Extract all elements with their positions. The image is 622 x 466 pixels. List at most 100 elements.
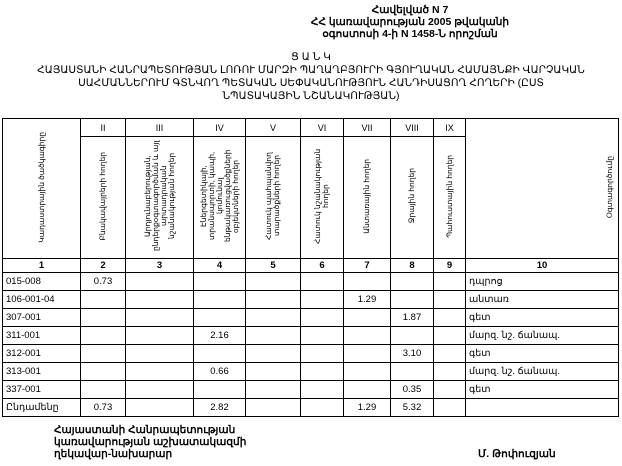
table-cell: 0.73 bbox=[80, 272, 126, 291]
column-header: Հատուկ պահպանվող տարածքների հողեր bbox=[264, 152, 281, 240]
table-cell bbox=[390, 326, 434, 345]
table-cell: Ջրային հողեր bbox=[390, 136, 434, 259]
table-cell: 307-001 bbox=[2, 308, 81, 327]
table-cell bbox=[300, 308, 344, 327]
table-cell: 313-001 bbox=[2, 362, 81, 381]
table-cell: Պահուստային հողեր bbox=[433, 136, 466, 259]
table-cell: 1 bbox=[2, 258, 81, 273]
table-cell: 9 bbox=[433, 258, 466, 273]
table-cell bbox=[343, 344, 391, 363]
table-cell: VII bbox=[343, 118, 391, 137]
column-header: Հատուկ նշանակության հողեր bbox=[313, 148, 330, 244]
table-cell: 106-001-04 bbox=[2, 290, 81, 309]
column-number-row: 1 2 3 4 5 6 7 8 9 10 bbox=[2, 258, 619, 273]
table-cell: 1.87 bbox=[390, 308, 434, 327]
table-cell bbox=[433, 272, 466, 291]
table-cell bbox=[390, 272, 434, 291]
table-cell bbox=[125, 344, 194, 363]
table-cell: մարզ. նշ. ճանապ. bbox=[465, 362, 619, 381]
table-cell: 015-008 bbox=[2, 272, 81, 291]
table-cell: Էներգետիկայի, տրանսպորտի, կապի, կոմունալ… bbox=[193, 136, 246, 259]
appendix-header: Հավելված N 7 ՀՀ կառավարության 2005 թվակա… bbox=[270, 4, 550, 40]
table-cell: 0.35 bbox=[390, 380, 434, 399]
table-row: 307-001 1.87 գետ bbox=[2, 308, 619, 327]
table-cell bbox=[433, 380, 466, 399]
column-header: Կադաստրային ծածկագիրը bbox=[36, 132, 46, 243]
table-cell: 312-001 bbox=[2, 344, 81, 363]
footer-line: ղեկավար-նախարար bbox=[54, 448, 173, 460]
table-cell: 7 bbox=[343, 258, 391, 273]
table-cell: 10 bbox=[465, 258, 619, 273]
table-cell: 4 bbox=[193, 258, 246, 273]
table-cell bbox=[343, 380, 391, 399]
title-line: ՍԱՀՄԱՆՆԵՐՈՒՄ ԳՏՆՎՈՂ ՊԵՏԱԿԱՆ ՍԵՓԱԿԱՆՈՒԹՅՈ… bbox=[78, 77, 544, 89]
roman-numeral-row: Կադաստրային ծածկագիրը II III IV V VI VII… bbox=[2, 118, 619, 259]
column-header: Էներգետիկայի, տրանսպորտի, կապի, կոմունալ… bbox=[198, 149, 240, 243]
table-cell bbox=[245, 362, 301, 381]
table-cell: Ընդամենը bbox=[2, 398, 81, 417]
table-cell bbox=[245, 290, 301, 309]
table-cell bbox=[300, 344, 344, 363]
header-line: օգոստոսի 4-ի N 1458-Ն որոշման bbox=[322, 28, 498, 40]
table-cell bbox=[433, 344, 466, 363]
table-cell: դպրոց bbox=[465, 272, 619, 291]
table-cell bbox=[343, 272, 391, 291]
table-cell bbox=[193, 272, 246, 291]
table-row: 313-001 0.66 մարզ. նշ. ճանապ. bbox=[2, 362, 619, 381]
table-cell: 311-001 bbox=[2, 326, 81, 345]
table-cell bbox=[193, 290, 246, 309]
table-cell: անտառ bbox=[465, 290, 619, 309]
table-cell: 6 bbox=[300, 258, 344, 273]
table-cell bbox=[433, 326, 466, 345]
table-cell: Բնակավայրերի հողեր bbox=[80, 136, 126, 259]
header-line: ՀՀ կառավարության 2005 թվականի bbox=[310, 16, 510, 28]
table-cell: 3 bbox=[125, 258, 194, 273]
land-table: Կադաստրային ծածկագիրը II III IV V VI VII… bbox=[2, 118, 619, 417]
table-cell: 3.10 bbox=[390, 344, 434, 363]
table-row: 311-001 2.16 մարզ. նշ. ճանապ. bbox=[2, 326, 619, 345]
title-word: Ց Ա Ն Կ bbox=[291, 51, 331, 63]
table-cell: V bbox=[245, 118, 301, 137]
table-cell bbox=[80, 344, 126, 363]
table-cell bbox=[300, 326, 344, 345]
table-cell bbox=[390, 290, 434, 309]
table-cell: գետ bbox=[465, 380, 619, 399]
table-cell bbox=[80, 326, 126, 345]
table-cell: 1.29 bbox=[343, 398, 391, 417]
table-cell bbox=[80, 308, 126, 327]
total-row: Ընդամենը 0.73 2.82 1.29 5.32 bbox=[2, 398, 619, 417]
table-cell bbox=[125, 398, 194, 417]
table-cell bbox=[343, 362, 391, 381]
table-cell bbox=[125, 380, 194, 399]
table-cell: 2.82 bbox=[193, 398, 246, 417]
table-cell: IX bbox=[433, 118, 466, 137]
signatory-title: Հայաստանի Հանրապետության կառավարության ա… bbox=[54, 424, 246, 460]
table-cell: Կադաստրային ծածկագիրը bbox=[2, 118, 81, 259]
table-cell: VI bbox=[300, 118, 344, 137]
table-cell bbox=[80, 290, 126, 309]
table-cell: Հատուկ նշանակության հողեր bbox=[300, 136, 344, 259]
table-cell bbox=[193, 380, 246, 399]
table-cell bbox=[465, 398, 619, 417]
table-cell: 0.73 bbox=[80, 398, 126, 417]
table-cell bbox=[300, 272, 344, 291]
table-cell bbox=[390, 362, 434, 381]
table-cell bbox=[300, 290, 344, 309]
signatory-name: Մ. Թոփուզյան bbox=[478, 448, 556, 460]
table-cell bbox=[343, 308, 391, 327]
table-cell: 2.16 bbox=[193, 326, 246, 345]
table-cell bbox=[245, 272, 301, 291]
table-cell bbox=[80, 380, 126, 399]
column-header: Բնակավայրերի հողեր bbox=[98, 151, 107, 241]
column-header: Օգտագործումը bbox=[605, 156, 614, 219]
table-cell bbox=[300, 380, 344, 399]
table-cell bbox=[125, 290, 194, 309]
table-cell bbox=[125, 326, 194, 345]
table-cell: 337-001 bbox=[2, 380, 81, 399]
table-cell: II bbox=[80, 118, 126, 137]
table-cell bbox=[245, 380, 301, 399]
table-cell: 5.32 bbox=[390, 398, 434, 417]
table-cell bbox=[245, 308, 301, 327]
table-cell bbox=[125, 272, 194, 291]
column-header: Անտառային հողեր bbox=[362, 158, 371, 234]
